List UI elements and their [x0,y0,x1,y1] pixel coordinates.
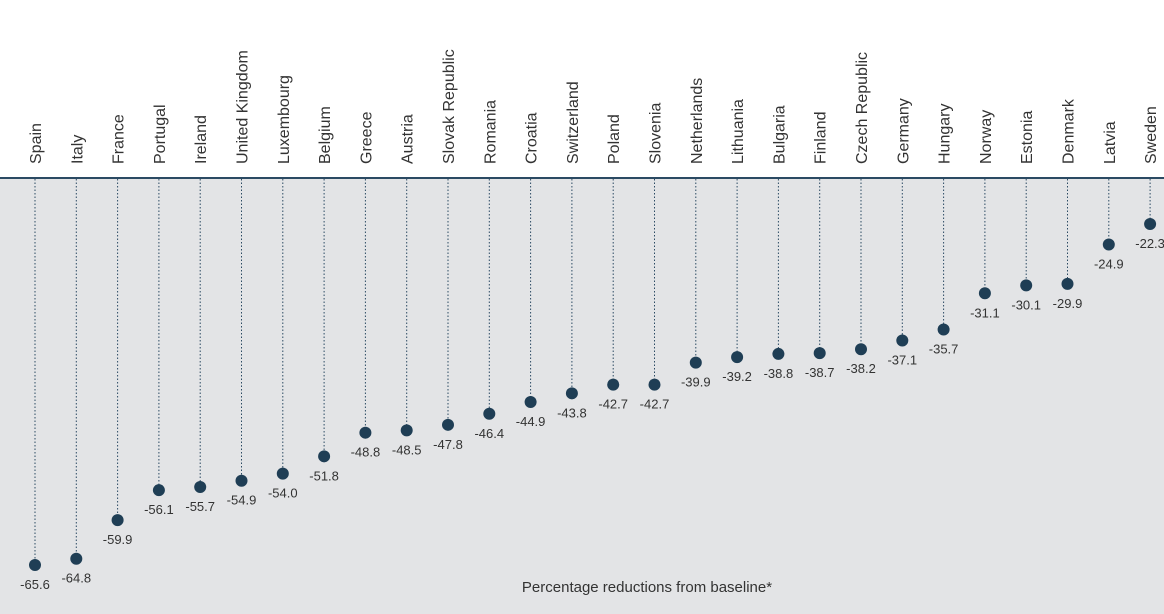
category-label-hungary: Hungary [937,104,954,164]
data-point-ireland [194,481,207,494]
data-point-bulgaria [772,347,785,360]
value-label-netherlands: -39.9 [681,375,711,390]
value-label-czech-republic: -38.2 [846,361,876,376]
value-label-norway: -31.1 [970,305,1000,320]
data-point-spain [29,559,41,571]
data-point-italy [70,552,83,565]
value-label-portugal: -56.1 [144,502,174,517]
category-label-czech-republic: Czech Republic [854,52,871,164]
category-label-finland: Finland [813,112,830,164]
category-label-bulgaria: Bulgaria [771,105,788,164]
value-label-slovak-republic: -47.8 [433,437,463,452]
category-label-greece: Greece [358,111,375,164]
value-label-lithuania: -39.2 [722,369,752,384]
value-label-latvia: -24.9 [1094,256,1124,271]
value-label-switzerland: -43.8 [557,405,587,420]
value-label-united-kingdom: -54.9 [227,493,257,508]
category-label-france: France [111,114,128,164]
category-label-portugal: Portugal [152,104,169,164]
data-point-romania [483,407,496,420]
data-point-croatia [524,395,537,408]
data-point-finland [813,347,826,360]
category-label-slovenia: Slovenia [648,103,665,164]
plot-background [0,178,1164,614]
value-label-hungary: -35.7 [929,342,959,357]
data-point-united-kingdom [235,474,248,487]
category-label-belgium: Belgium [317,106,334,164]
value-label-croatia: -44.9 [516,414,546,429]
category-label-croatia: Croatia [524,112,541,164]
data-point-france [111,514,124,527]
value-label-finland: -38.7 [805,365,835,380]
value-label-bulgaria: -38.8 [764,366,794,381]
data-point-czech-republic [855,343,867,356]
data-point-luxembourg [276,467,289,480]
value-label-ireland: -55.7 [185,499,215,514]
category-label-netherlands: Netherlands [689,78,706,164]
category-label-slovak-republic: Slovak Republic [441,49,458,164]
category-label-lithuania: Lithuania [730,99,747,164]
data-point-belgium [318,450,331,463]
category-label-united-kingdom: United Kingdom [235,50,252,164]
category-label-italy: Italy [69,135,86,164]
value-labels-group: -65.6 -64.8 -59.9 -56.1 -55.7 -54.9 -54.0 -51.8… [20,236,1164,592]
value-label-germany: -37.1 [887,353,917,368]
value-label-estonia: -30.1 [1011,297,1041,312]
data-point-denmark [1061,277,1074,290]
category-label-ireland: Ireland [193,115,210,164]
category-label-austria: Austria [400,114,417,164]
value-label-luxembourg: -54.0 [268,486,298,501]
category-label-poland: Poland [606,114,623,164]
data-point-slovenia [648,378,661,391]
data-point-poland [607,378,620,391]
data-point-lithuania [731,351,744,364]
category-label-luxembourg: Luxembourg [276,75,293,164]
category-label-estonia: Estonia [1019,111,1036,164]
value-label-slovenia: -42.7 [640,397,670,412]
data-point-switzerland [565,387,578,400]
data-point-germany [896,334,909,347]
value-label-poland: -42.7 [598,397,628,412]
value-label-romania: -46.4 [474,426,504,441]
value-label-france: -59.9 [103,532,133,547]
value-label-denmark: -29.9 [1053,296,1083,311]
data-point-austria [400,424,413,437]
data-point-netherlands [689,356,702,369]
data-point-slovak-republic [442,418,454,431]
data-point-greece [359,426,372,439]
value-label-sweden: -22.3 [1135,236,1164,251]
data-point-estonia [1020,279,1033,292]
stems-group [34,179,1151,565]
category-labels-group: Spain Italy France Portugal Ireland United Ki… [28,49,1160,164]
markers-group [29,217,1157,571]
value-label-austria: -48.5 [392,442,422,457]
value-label-belgium: -51.8 [309,468,339,483]
category-label-germany: Germany [895,98,912,164]
value-label-greece: -48.8 [351,445,381,460]
category-label-sweden: Sweden [1143,106,1160,164]
data-point-portugal [152,484,165,497]
category-label-latvia: Latvia [1102,121,1119,164]
category-label-norway: Norway [978,110,995,164]
category-label-denmark: Denmark [1061,98,1078,164]
category-label-spain: Spain [28,123,45,164]
value-label-italy: -64.8 [61,571,91,586]
chart-footnote: Percentage reductions from baseline* [522,579,772,596]
data-point-norway [978,287,991,300]
category-label-switzerland: Switzerland [565,81,582,164]
data-point-hungary [937,323,950,336]
data-point-latvia [1102,238,1115,251]
value-label-spain: -65.6 [20,577,50,592]
category-label-romania: Romania [482,100,499,164]
data-point-sweden [1144,217,1157,230]
